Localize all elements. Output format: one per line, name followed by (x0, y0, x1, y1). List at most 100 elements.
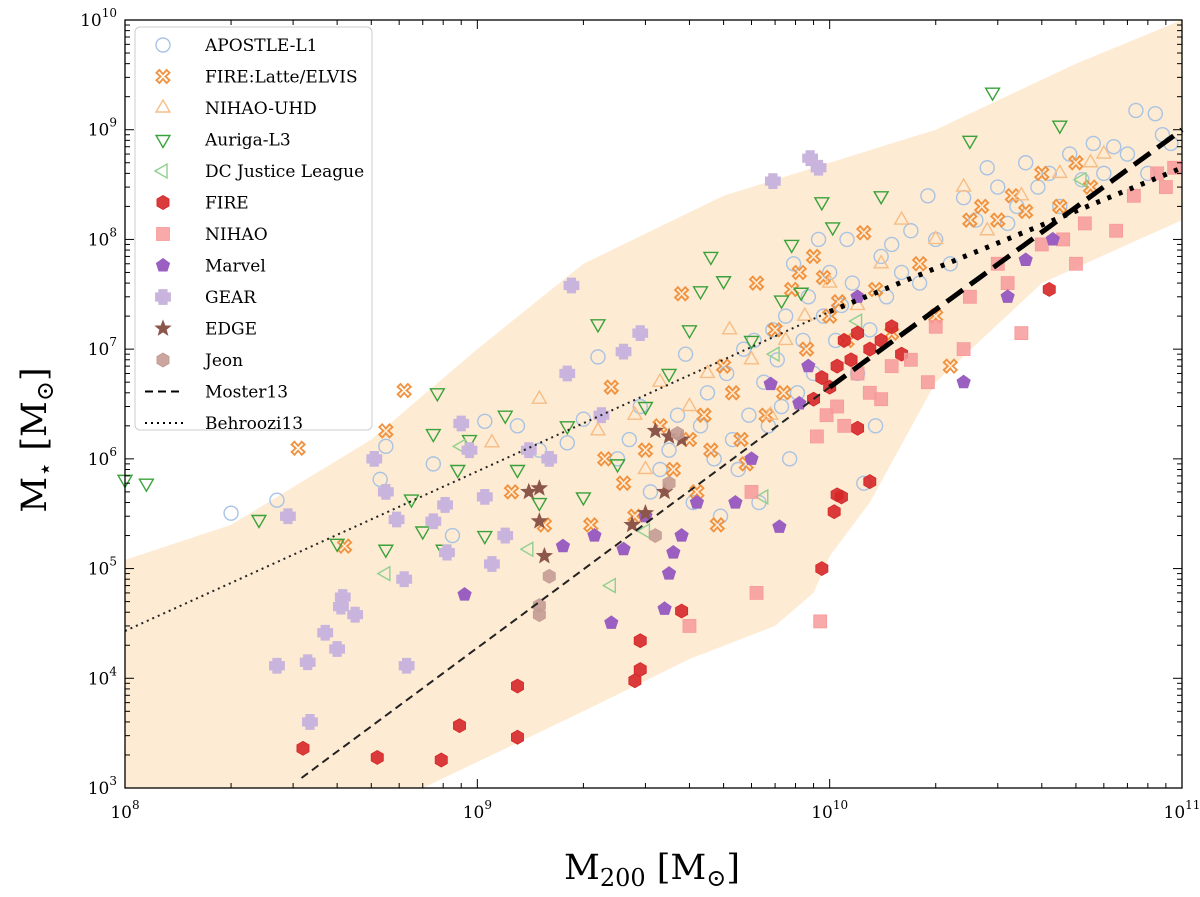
data-point (299, 654, 316, 671)
data-point (609, 451, 626, 467)
data-point (765, 346, 780, 363)
data-point (637, 442, 654, 459)
data-point (250, 514, 268, 529)
data-point (1082, 179, 1099, 195)
data-point (1085, 135, 1101, 152)
data-point (956, 342, 971, 357)
data-point (453, 415, 470, 432)
data-point (681, 397, 698, 412)
data-point (813, 614, 828, 629)
data-point (730, 461, 746, 478)
data-point (1013, 186, 1030, 201)
data-point (636, 504, 655, 521)
data-point (810, 159, 827, 176)
legend-entry: GEAR (155, 288, 257, 308)
data-point (699, 364, 716, 379)
y-tick-label: 107 (88, 335, 117, 360)
data-point (979, 221, 996, 236)
series-fire (296, 281, 1056, 768)
data-point (334, 589, 351, 605)
data-point (269, 492, 285, 508)
y-axis-title: M⋆ [M⊙] (15, 367, 59, 512)
legend-entry: Jeon (156, 351, 243, 371)
legend-marker (153, 162, 168, 180)
data-point (805, 248, 822, 265)
data-point (833, 297, 850, 314)
data-point (1051, 198, 1068, 215)
legend-entry: FIRE:Latte/ELVIS (155, 68, 358, 88)
data-point (702, 251, 719, 266)
data-point (589, 319, 607, 334)
relation-lines (124, 127, 1184, 779)
data-point (855, 224, 872, 241)
data-point (744, 484, 759, 499)
data-point (956, 374, 971, 389)
line-segment-thick (828, 127, 1184, 390)
series-fire-latte-elvis (290, 154, 1099, 555)
data-point (531, 389, 548, 404)
data-point (138, 478, 155, 493)
data-point (596, 450, 613, 467)
data-point (821, 273, 838, 288)
data-point (942, 358, 959, 375)
data-point (673, 285, 690, 302)
data-point (509, 464, 526, 479)
data-point (819, 408, 834, 423)
data-point (403, 494, 420, 509)
data-point (844, 352, 858, 368)
data-point (642, 484, 659, 500)
data-point (1069, 256, 1083, 271)
legend-entry: FIRE (156, 194, 249, 214)
legend-label: DC Justice League (205, 162, 364, 182)
data-point (652, 461, 668, 478)
data-point (632, 325, 649, 342)
data-point (603, 379, 620, 396)
data-point (388, 511, 405, 528)
data-point (398, 657, 415, 674)
data-point (715, 276, 732, 291)
data-point (1045, 231, 1060, 246)
legend-marker (156, 352, 170, 368)
y-tick-label: 1010 (80, 6, 117, 31)
data-point (439, 544, 455, 561)
data-point (1077, 216, 1092, 231)
data-point (984, 87, 1001, 102)
legend-entry: DC Justice League (153, 162, 364, 182)
legend-label: NIHAO-UHD (205, 99, 317, 119)
data-point (377, 544, 394, 559)
data-point (662, 475, 676, 491)
data-point (1017, 203, 1034, 220)
data-point (336, 538, 353, 555)
data-point (378, 438, 394, 455)
data-point (520, 442, 537, 459)
data-point (604, 615, 619, 629)
scatter-band-area (125, 20, 1182, 788)
data-point (666, 545, 681, 559)
data-point (781, 451, 798, 467)
data-point (535, 546, 554, 564)
data-point (563, 277, 580, 294)
data-point (1042, 281, 1056, 297)
data-point (636, 522, 651, 540)
data-point (733, 431, 749, 448)
x-axis-title: M200 [M⊙] (564, 848, 740, 892)
data-point (754, 488, 769, 506)
data-point (329, 641, 346, 657)
data-point (461, 434, 478, 449)
y-tick-label: 104 (88, 664, 118, 689)
data-point (477, 413, 493, 429)
data-point (903, 223, 919, 239)
x-tick-label: 108 (110, 798, 139, 823)
data-point (773, 398, 790, 415)
legend-marker (155, 258, 171, 272)
data-point (590, 349, 606, 365)
data-point (601, 577, 616, 594)
data-point (677, 346, 694, 362)
data-point (851, 325, 865, 341)
data-point (503, 484, 520, 500)
data-point (810, 231, 827, 248)
legend-entry: Auriga-L3 (154, 131, 291, 151)
data-point (1014, 326, 1029, 341)
data-point (453, 718, 466, 734)
data-point (628, 673, 642, 689)
